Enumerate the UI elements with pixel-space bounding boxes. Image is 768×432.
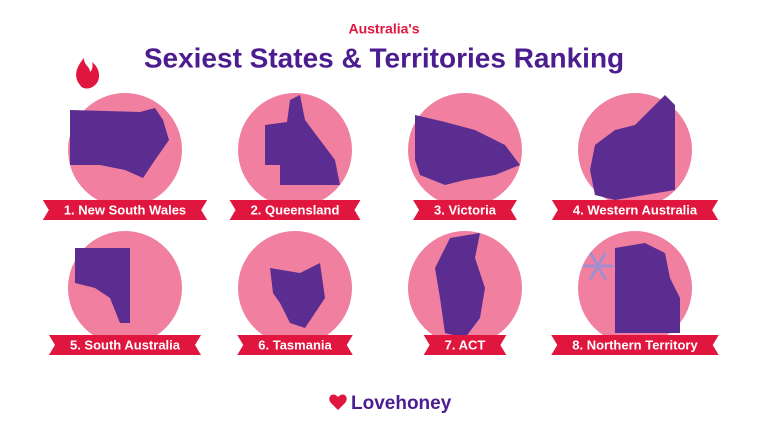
- region-shape: [265, 95, 340, 185]
- brand: Lovehoney: [351, 393, 452, 414]
- ranking-item: 7. ACT: [408, 231, 522, 355]
- rank-label: 4. Western Australia: [573, 202, 698, 217]
- rank-label: 1. New South Wales: [64, 202, 186, 217]
- label-banner: [551, 335, 719, 355]
- snowflake-arm: [589, 252, 607, 280]
- kicker: Australia's: [348, 21, 419, 37]
- region-shape: [70, 108, 169, 178]
- fire-icon: [76, 58, 100, 89]
- label-banner: [229, 200, 361, 220]
- snowflake-icon: [582, 252, 614, 280]
- heart-icon: [329, 394, 347, 410]
- label-banner: [413, 200, 517, 220]
- ranking-item: 2. Queensland: [229, 93, 361, 220]
- region-shape: [615, 243, 680, 333]
- rank-label: 5. South Australia: [70, 337, 181, 352]
- ranking-item: 4. Western Australia: [551, 93, 719, 220]
- ranking-item: 6. Tasmania: [237, 231, 353, 355]
- ranking-grid: 1. New South Wales 2. Queensland 3. Victor…: [42, 58, 719, 355]
- ranking-item: 5. South Australia: [48, 231, 202, 355]
- title: Sexiest States & Territories Ranking: [144, 42, 624, 73]
- label-banner: [237, 335, 353, 355]
- ranking-item: 8. Northern Territory: [551, 231, 719, 355]
- rank-label: 6. Tasmania: [258, 337, 332, 352]
- label-banner: [551, 200, 719, 220]
- label-banner: [48, 335, 202, 355]
- rank-label: 3. Victoria: [434, 202, 497, 217]
- region-shape: [435, 233, 485, 338]
- region-shape: [75, 248, 130, 323]
- region-shape: [590, 95, 675, 200]
- label-banner: [42, 200, 208, 220]
- ranking-item: 3. Victoria: [408, 93, 522, 220]
- label-banner: [423, 335, 507, 355]
- rank-label: 7. ACT: [445, 337, 486, 352]
- brand-logo: Lovehoney: [329, 393, 452, 414]
- region-shape: [415, 115, 520, 185]
- rank-label: 2. Queensland: [251, 202, 340, 217]
- ranking-item: 1. New South Wales: [42, 58, 208, 220]
- rank-label: 8. Northern Territory: [572, 337, 698, 352]
- region-shape: [270, 263, 325, 328]
